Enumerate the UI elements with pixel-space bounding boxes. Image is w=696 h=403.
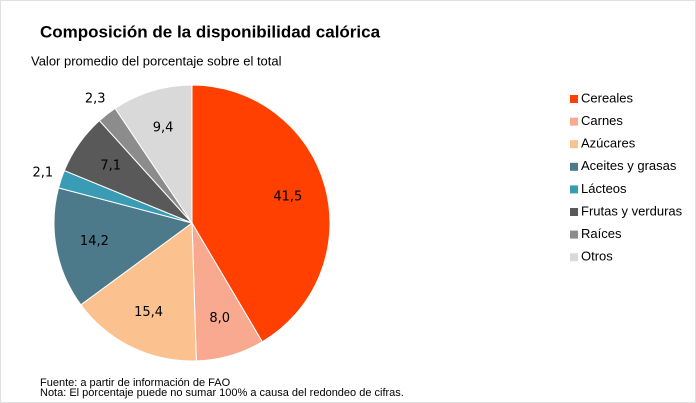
data-label: 14,2 — [80, 234, 109, 249]
legend-label: Carnes — [581, 113, 623, 128]
pie-slice — [114, 84, 193, 225]
legend-swatch — [570, 117, 578, 126]
legend-label: Raíces — [581, 226, 622, 241]
legend-label: Otros — [581, 249, 613, 264]
data-label: 2,1 — [33, 165, 54, 180]
legend-label: Lácteos — [581, 181, 627, 196]
chart-subtitle: Valor promedio del porcentaje sobre el t… — [31, 53, 282, 68]
legend-label: Cereales — [581, 90, 634, 105]
legend-swatch — [570, 95, 578, 103]
legend-swatch — [570, 253, 578, 262]
legend-label: Frutas y verduras — [581, 203, 683, 218]
legend-swatch — [570, 162, 578, 171]
chart-title: Composición de la disponibilidad calóric… — [40, 22, 381, 41]
legend-swatch — [570, 208, 578, 216]
data-label: 2,3 — [85, 91, 106, 106]
data-label: 8,0 — [209, 311, 230, 326]
legend-label: Aceites y grasas — [581, 158, 677, 173]
data-label: 15,4 — [134, 305, 163, 320]
pie-slice — [53, 187, 194, 306]
data-label: 41,5 — [273, 189, 302, 204]
legend-label: Azúcares — [581, 136, 636, 151]
data-label: 7,1 — [100, 158, 121, 173]
legend-swatch — [570, 185, 578, 194]
legend-swatch — [570, 140, 578, 149]
legend-swatch — [570, 230, 578, 239]
pie-slice — [80, 222, 197, 362]
footnote: Nota: El porcentaje puede no sumar 100% … — [40, 387, 404, 399]
data-label: 9,4 — [153, 120, 174, 135]
source-note: Fuente: a partir de información de FAO — [40, 377, 231, 389]
pie-slice — [191, 84, 331, 343]
